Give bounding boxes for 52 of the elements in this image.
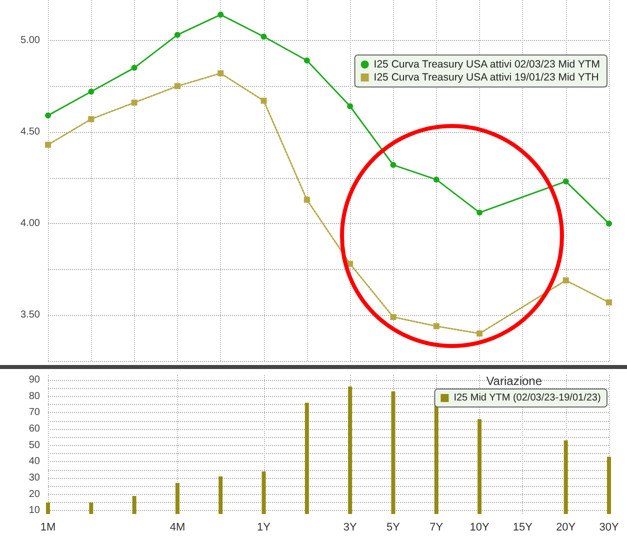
point [131, 100, 138, 106]
y-tick-label: 4.50 [20, 126, 40, 138]
y-tick-label: 80 [28, 390, 40, 402]
x-tick-label: 4M [170, 522, 186, 534]
y-tick-label: 20 [28, 488, 40, 500]
legend-title: Variazione [486, 374, 542, 388]
y-tick-label: 90 [28, 374, 40, 386]
legend-label: I25 Curva Treasury USA attivi 02/03/23 Mid YTM [374, 58, 600, 70]
point [88, 116, 94, 122]
x-tick-label: 10Y [470, 522, 490, 534]
y-tick-label: 3.50 [20, 310, 40, 321]
x-tick-label: 5Y [386, 522, 401, 534]
y-tick-label: 4.00 [20, 218, 40, 230]
legend-label: I25 Curva Treasury USA attivi 19/01/23 Mid YTH [374, 72, 599, 84]
point [88, 88, 94, 95]
point [260, 34, 267, 40]
point [606, 220, 612, 227]
y-tick-label: 30 [28, 472, 40, 484]
y-tick-label: 40 [28, 456, 40, 468]
y-tick-label: 10 [28, 505, 40, 516]
point [562, 178, 569, 184]
x-tick-label: 15Y [512, 522, 534, 534]
point [476, 210, 483, 216]
point [260, 98, 267, 104]
point [433, 323, 440, 330]
point [174, 83, 180, 90]
x-tick-label: 20Y [556, 522, 576, 534]
point [476, 330, 483, 337]
point [390, 314, 396, 320]
point [45, 142, 51, 148]
point [433, 176, 440, 183]
point [218, 70, 224, 76]
point [347, 103, 354, 110]
x-tick-label: 3Y [343, 522, 358, 534]
point [174, 32, 180, 38]
point [131, 64, 138, 71]
y-tick-label: 5.00 [20, 34, 40, 46]
point [304, 196, 310, 203]
x-tick-label: 1Y [257, 522, 272, 534]
point [218, 12, 224, 18]
y-tick-label: 60 [28, 423, 40, 434]
point [45, 112, 51, 118]
x-tick-label: 30Y [599, 522, 620, 534]
legend-label: I25 Mid YTM (02/03/23-19/01/23) [454, 392, 601, 404]
point [606, 299, 612, 306]
x-tick-label: 7Y [430, 522, 444, 534]
point [562, 277, 569, 284]
point [304, 57, 310, 64]
point [390, 162, 396, 168]
x-tick-label: 1M [40, 522, 56, 534]
y-tick-label: 70 [28, 407, 40, 418]
y-tick-label: 50 [28, 440, 40, 451]
